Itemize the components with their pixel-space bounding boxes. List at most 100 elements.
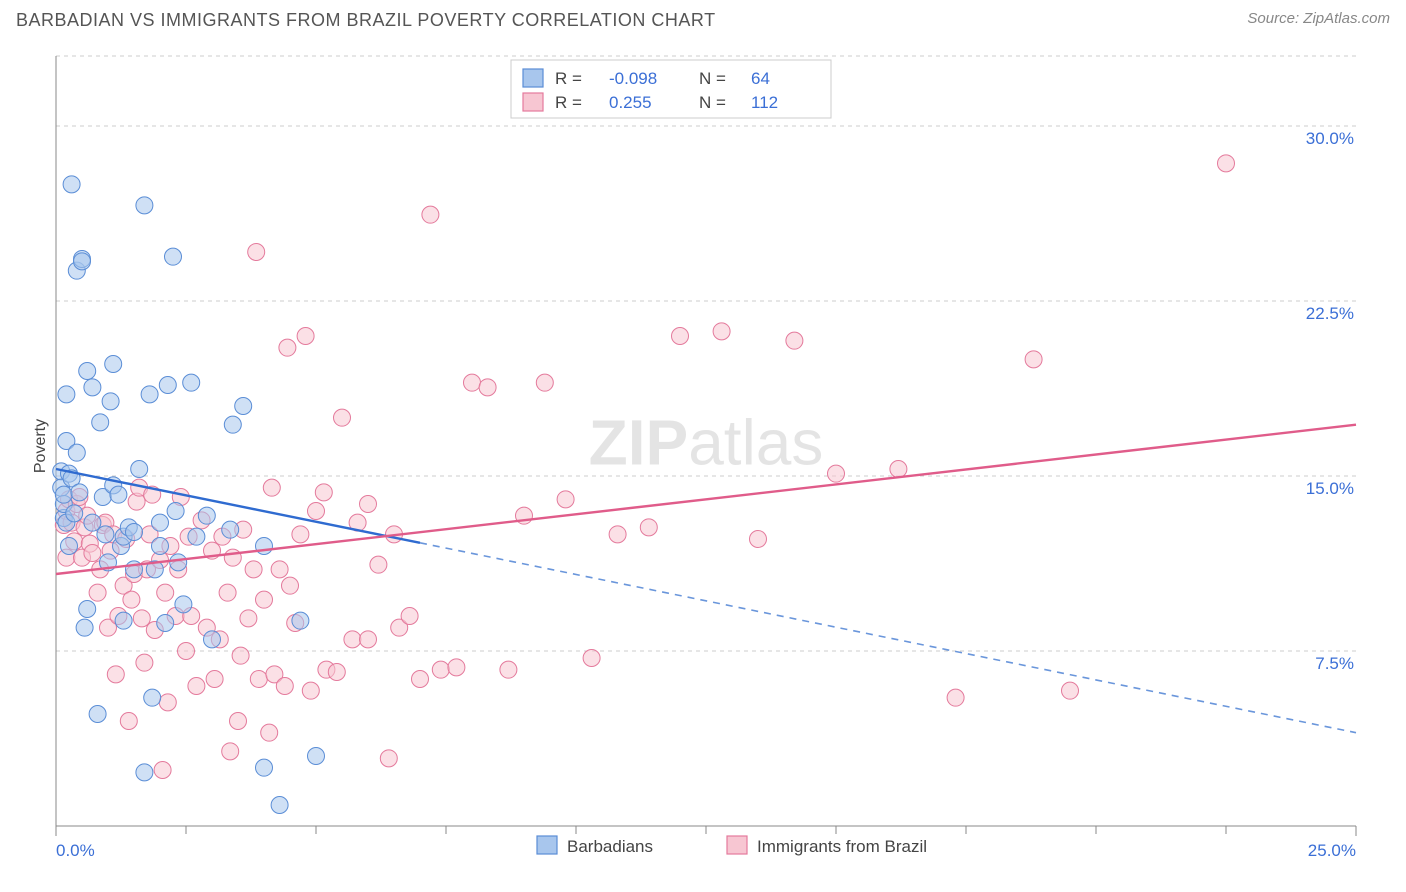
svg-text:112: 112 <box>751 93 778 112</box>
scatter-point-pink <box>250 671 267 688</box>
svg-text:30.0%: 30.0% <box>1306 129 1354 148</box>
chart-header: BARBADIAN VS IMMIGRANTS FROM BRAZIL POVE… <box>0 0 1406 35</box>
scatter-point-blue <box>110 486 127 503</box>
scatter-point-blue <box>152 514 169 531</box>
scatter-point-blue <box>183 374 200 391</box>
scatter-point-pink <box>302 682 319 699</box>
scatter-point-pink <box>786 332 803 349</box>
svg-text:0.255: 0.255 <box>609 93 652 112</box>
scatter-point-blue <box>224 416 241 433</box>
chart-container: 0.0%25.0%7.5%15.0%22.5%30.0%ZIPatlasR =-… <box>48 48 1386 832</box>
scatter-point-pink <box>136 654 153 671</box>
scatter-point-pink <box>432 661 449 678</box>
scatter-point-blue <box>222 521 239 538</box>
scatter-point-blue <box>76 619 93 636</box>
svg-text:15.0%: 15.0% <box>1306 479 1354 498</box>
svg-text:22.5%: 22.5% <box>1306 304 1354 323</box>
scatter-point-pink <box>84 545 101 562</box>
scatter-point-pink <box>713 323 730 340</box>
scatter-point-blue <box>55 486 72 503</box>
scatter-point-pink <box>380 750 397 767</box>
svg-text:25.0%: 25.0% <box>1308 841 1356 860</box>
scatter-point-blue <box>71 484 88 501</box>
legend-swatch-pink <box>523 93 543 111</box>
scatter-point-blue <box>89 706 106 723</box>
scatter-point-pink <box>828 465 845 482</box>
scatter-point-blue <box>74 253 91 270</box>
svg-text:ZIPatlas: ZIPatlas <box>589 406 824 478</box>
scatter-point-pink <box>276 678 293 695</box>
scatter-point-blue <box>292 612 309 629</box>
scatter-point-blue <box>271 797 288 814</box>
scatter-point-pink <box>248 244 265 261</box>
scatter-point-blue <box>63 176 80 193</box>
scatter-point-blue <box>115 612 132 629</box>
legend-swatch-blue-bottom <box>537 836 557 854</box>
scatter-point-blue <box>159 377 176 394</box>
scatter-point-blue <box>79 363 96 380</box>
scatter-point-blue <box>136 197 153 214</box>
scatter-point-blue <box>126 524 143 541</box>
scatter-point-pink <box>297 328 314 345</box>
scatter-point-pink <box>230 713 247 730</box>
scatter-point-pink <box>154 762 171 779</box>
scatter-point-pink <box>256 591 273 608</box>
scatter-point-pink <box>536 374 553 391</box>
scatter-point-blue <box>188 528 205 545</box>
scatter-point-pink <box>557 491 574 508</box>
scatter-point-pink <box>133 610 150 627</box>
svg-text:N =: N = <box>699 93 726 112</box>
scatter-point-pink <box>328 664 345 681</box>
scatter-point-pink <box>315 484 332 501</box>
scatter-point-pink <box>370 556 387 573</box>
scatter-point-pink <box>245 561 262 578</box>
scatter-point-blue <box>102 393 119 410</box>
scatter-point-pink <box>271 561 288 578</box>
scatter-point-pink <box>947 689 964 706</box>
scatter-point-pink <box>422 206 439 223</box>
scatter-point-pink <box>890 461 907 478</box>
scatter-point-pink <box>240 610 257 627</box>
scatter-point-pink <box>123 591 140 608</box>
scatter-point-pink <box>500 661 517 678</box>
scatter-point-pink <box>640 519 657 536</box>
scatter-point-blue <box>198 507 215 524</box>
scatter-point-pink <box>672 328 689 345</box>
scatter-point-pink <box>89 584 106 601</box>
scatter-point-blue <box>68 444 85 461</box>
scatter-point-blue <box>152 538 169 555</box>
svg-text:N =: N = <box>699 69 726 88</box>
svg-text:R =: R = <box>555 69 582 88</box>
chart-source: Source: ZipAtlas.com <box>1247 10 1390 27</box>
scatter-point-pink <box>188 678 205 695</box>
scatter-point-blue <box>167 503 184 520</box>
scatter-point-blue <box>308 748 325 765</box>
scatter-point-blue <box>165 248 182 265</box>
chart-title: BARBADIAN VS IMMIGRANTS FROM BRAZIL POVE… <box>16 10 716 31</box>
legend-swatch-blue <box>523 69 543 87</box>
scatter-point-pink <box>360 496 377 513</box>
scatter-point-blue <box>204 631 221 648</box>
scatter-point-pink <box>219 584 236 601</box>
scatter-point-pink <box>263 479 280 496</box>
scatter-point-blue <box>256 759 273 776</box>
svg-text:64: 64 <box>751 69 770 88</box>
scatter-point-pink <box>232 647 249 664</box>
scatter-point-blue <box>131 461 148 478</box>
scatter-point-blue <box>175 596 192 613</box>
scatter-point-pink <box>609 526 626 543</box>
svg-text:7.5%: 7.5% <box>1315 654 1354 673</box>
scatter-point-blue <box>105 356 122 373</box>
scatter-point-pink <box>224 549 241 566</box>
svg-text:R =: R = <box>555 93 582 112</box>
scatter-point-pink <box>157 584 174 601</box>
scatter-point-pink <box>344 631 361 648</box>
scatter-point-blue <box>157 615 174 632</box>
scatter-point-pink <box>401 608 418 625</box>
scatter-point-pink <box>308 503 325 520</box>
scatter-point-pink <box>750 531 767 548</box>
scatter-point-blue <box>58 386 75 403</box>
scatter-point-pink <box>107 666 124 683</box>
scatter-point-pink <box>464 374 481 391</box>
scatter-point-pink <box>282 577 299 594</box>
